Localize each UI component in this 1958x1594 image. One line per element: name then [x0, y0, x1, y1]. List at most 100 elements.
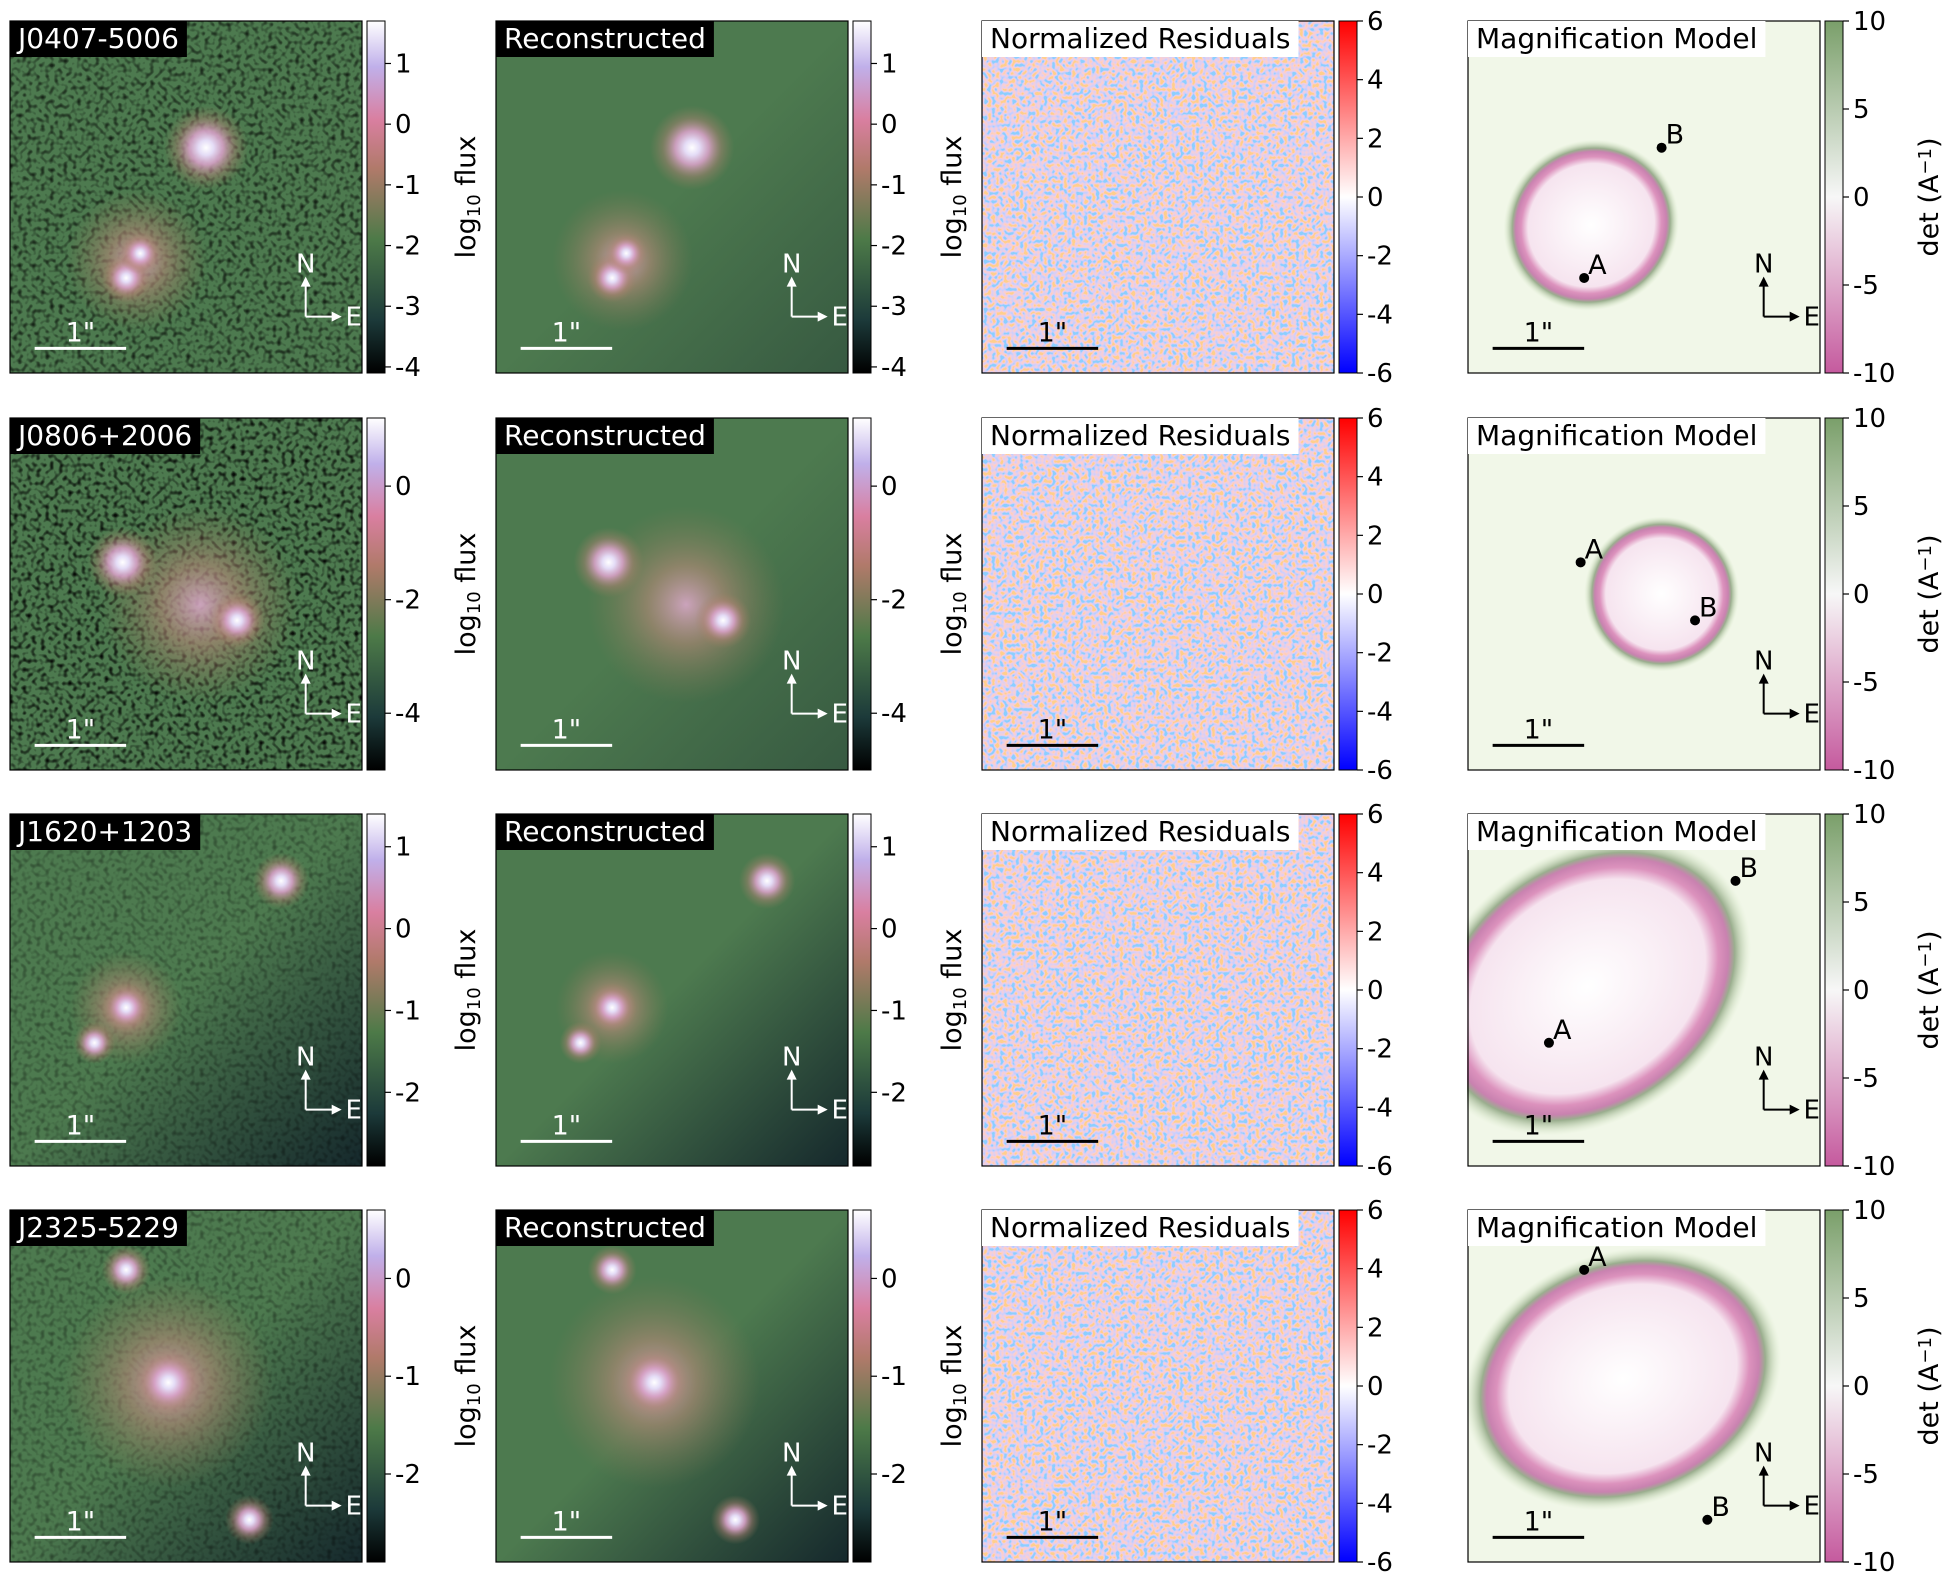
compass-north: N — [296, 1043, 315, 1073]
colorbar — [852, 1209, 872, 1563]
compass — [1762, 282, 1794, 318]
compass-north: N — [1754, 1043, 1773, 1073]
colorbar-tick-label: 0 — [1367, 976, 1384, 1006]
colorbar-tick-label: -6 — [1367, 359, 1393, 389]
panel-title: Normalized Residuals — [990, 22, 1291, 55]
compass-north: N — [782, 250, 801, 280]
panel-title: J1620+1203 — [16, 815, 192, 848]
colorbar-tick-label: -2 — [1367, 1431, 1393, 1461]
colorbar-tick-label: -10 — [1853, 359, 1895, 389]
compass-east: E — [1803, 1492, 1819, 1522]
colorbar-label-part: flux — [451, 533, 482, 592]
panel-title: Reconstructed — [504, 1211, 706, 1244]
compass-north: N — [296, 250, 315, 280]
colorbar-tick-label: -4 — [395, 353, 421, 383]
colorbar-label: det (A−1) — [1914, 1326, 1945, 1445]
colorbar-tick-label: -2 — [395, 586, 421, 616]
image-noise — [10, 814, 362, 1166]
residual-noise — [982, 418, 1334, 770]
colorbar-label: det (A−1) — [1914, 534, 1945, 653]
colorbar-tick-label: 0 — [1367, 580, 1384, 610]
panel-title-box — [496, 21, 714, 57]
colorbar-tick-label: -2 — [881, 586, 907, 616]
compass — [1762, 1075, 1794, 1111]
critical-region — [1584, 516, 1740, 672]
scale-bar-label: 1" — [66, 317, 96, 348]
image-label: A — [1588, 1242, 1607, 1273]
colorbar-tick-label: 0 — [1853, 976, 1870, 1006]
quasar-image — [710, 1495, 760, 1545]
compass — [1762, 1471, 1794, 1507]
colorbar-label-part: det (A — [1914, 1363, 1945, 1445]
colorbar-tick-label: 10 — [1853, 800, 1886, 830]
mask-bottom — [1458, 1167, 1830, 1207]
colorbar-tick-label: 4 — [1367, 66, 1384, 96]
colorbar-tick-label: 1 — [395, 833, 412, 863]
panel-title-box — [496, 814, 714, 850]
quasar-image — [605, 232, 648, 275]
colorbar — [366, 813, 386, 1167]
compass-north: N — [782, 1439, 801, 1469]
compass-arrow — [786, 1465, 828, 1511]
colorbar-label-part: ) — [1914, 930, 1945, 941]
colorbar-label-part: log — [451, 614, 482, 655]
compass — [304, 679, 336, 715]
quasar-image — [208, 592, 266, 649]
colorbar-tick-label: 4 — [1367, 859, 1384, 889]
panel-title-box — [10, 1210, 187, 1246]
panel-title-box — [1468, 418, 1766, 454]
colorbar-label-part: log — [937, 1010, 968, 1051]
compass-arrow — [786, 673, 828, 719]
colorbar-label-part: −1 — [1915, 148, 1936, 175]
colorbar-tick-label: -2 — [881, 232, 907, 262]
colorbar — [1824, 1209, 1844, 1563]
quasar-image — [87, 527, 158, 598]
colorbar-tick-label: 1 — [881, 49, 898, 79]
image-shade — [496, 21, 848, 373]
image-label: B — [1666, 120, 1685, 151]
colorbar-tick-label: 4 — [1367, 1255, 1384, 1285]
colorbar — [366, 1209, 386, 1563]
image-label: B — [1740, 853, 1759, 884]
colorbar-tick-label: -1 — [395, 1362, 421, 1392]
quasar-image — [101, 1245, 151, 1295]
panel-title-box — [982, 814, 1299, 850]
critical-curve-region — [1584, 516, 1740, 672]
colorbar — [1338, 20, 1358, 374]
panel-title: Normalized Residuals — [990, 419, 1291, 452]
image-position — [1575, 557, 1586, 568]
panel-title: Magnification Model — [1476, 419, 1757, 452]
mask-bottom — [1458, 771, 1830, 811]
colorbar-tick-label: 0 — [1367, 183, 1384, 213]
colorbar-label-part: det (A — [1914, 967, 1945, 1049]
colorbar-tick-label: 6 — [1367, 7, 1384, 37]
compass-north: N — [1754, 1439, 1773, 1469]
critical-region — [1424, 837, 1751, 1136]
colorbar-tick-label: 0 — [395, 110, 412, 140]
colorbar — [1824, 417, 1844, 771]
panel-title-box — [10, 21, 187, 57]
colorbar-tick-label: 1 — [395, 49, 412, 79]
colorbar-label-part: flux — [937, 533, 968, 592]
quasar-image — [224, 1495, 274, 1545]
panel-title: Normalized Residuals — [990, 815, 1291, 848]
compass-north: N — [782, 647, 801, 677]
scale-bar-label: 1" — [1524, 1506, 1554, 1537]
colorbar-label-part: 10 — [464, 194, 485, 217]
colorbar-tick-label: 0 — [881, 110, 898, 140]
image-label: A — [1588, 250, 1607, 281]
image-position — [1690, 615, 1701, 626]
compass — [790, 1471, 822, 1507]
colorbar-tick-label: -10 — [1853, 756, 1895, 786]
quasar-image — [101, 982, 151, 1033]
compass-north: N — [296, 647, 315, 677]
mask-right — [1821, 418, 1825, 770]
colorbar-label-part: ) — [1914, 534, 1945, 545]
colorbar-label-part: log — [451, 217, 482, 258]
colorbar-label: log10 flux — [937, 929, 971, 1052]
colorbar-label-part: flux — [937, 1325, 968, 1384]
compass-arrow — [1758, 276, 1800, 322]
compass-arrow — [1758, 673, 1800, 719]
colorbar-tick-label: -4 — [881, 699, 907, 729]
image-position — [1543, 1037, 1554, 1048]
